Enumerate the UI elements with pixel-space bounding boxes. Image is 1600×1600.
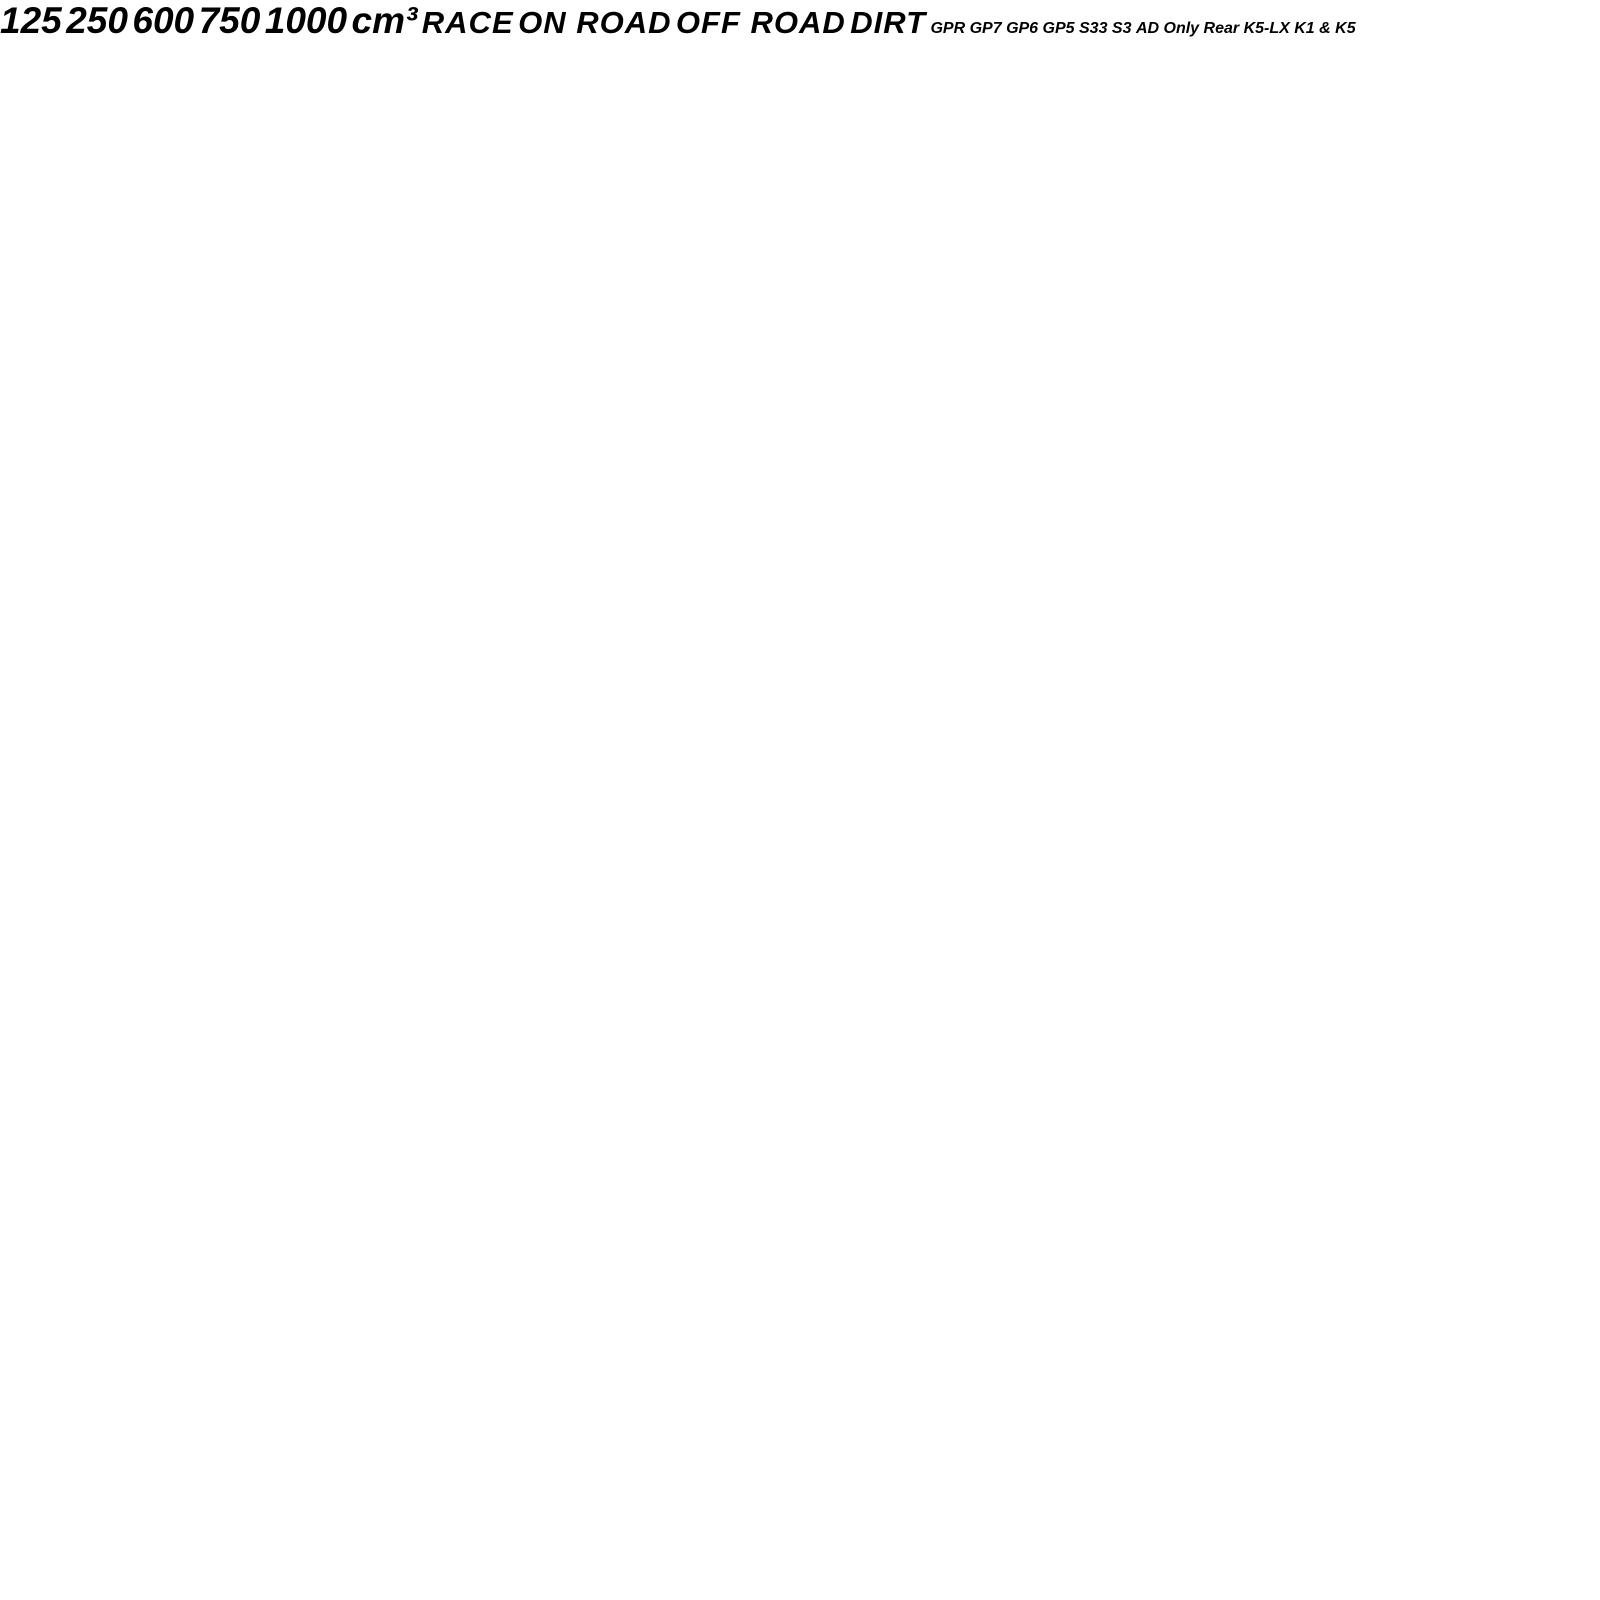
- label-k1k5: K1 & K5: [1294, 20, 1356, 37]
- label-s33: S33: [1079, 20, 1108, 37]
- label-only-rear: Only Rear: [1163, 20, 1240, 37]
- band-label-off-road: OFF ROAD: [675, 5, 846, 40]
- bubble-labels: GPR GP7 GP6 GP5 S33 S3 AD Only Rear K5-L…: [930, 20, 1355, 37]
- band-label-dirt: DIRT: [850, 5, 927, 40]
- x-tick-label-600: 600: [132, 0, 195, 41]
- label-gp5: GP5: [1042, 20, 1075, 37]
- x-tick-label-1000: 1000: [264, 0, 348, 41]
- label-s3: S3: [1111, 20, 1132, 37]
- y-axis-band-labels: RACE ON ROAD OFF ROAD DIRT: [422, 5, 931, 40]
- x-axis-unit-label: cm³: [351, 0, 418, 41]
- label-gpr: GPR: [930, 20, 966, 37]
- x-tick-label-250: 250: [66, 0, 128, 41]
- x-axis-tick-labels: 125 250 600 750 1000 cm³: [0, 0, 422, 41]
- x-tick-label-750: 750: [198, 0, 261, 41]
- band-label-race: RACE: [421, 5, 514, 40]
- label-k5lx: K5-LX: [1243, 20, 1290, 37]
- band-label-on-road: ON ROAD: [518, 5, 672, 40]
- label-ad: AD: [1135, 20, 1160, 37]
- label-gp6: GP6: [1006, 20, 1039, 37]
- label-gp7: GP7: [969, 20, 1002, 37]
- x-tick-label-125: 125: [0, 0, 62, 41]
